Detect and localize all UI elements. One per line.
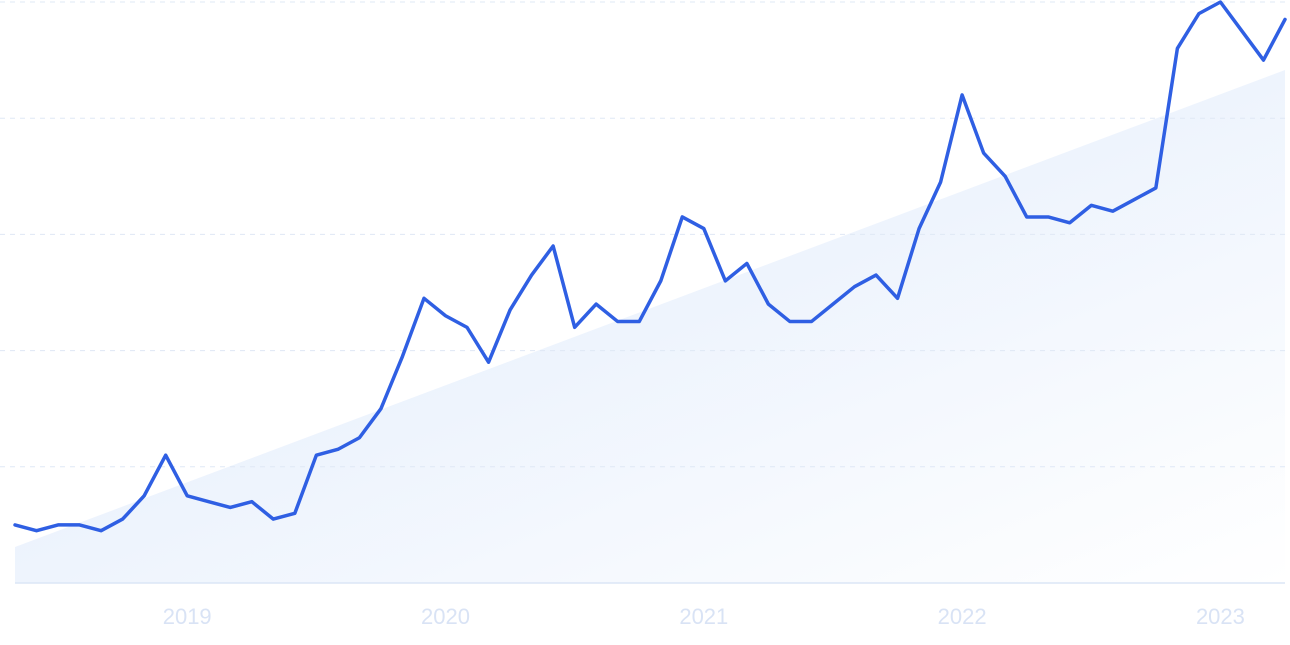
x-tick-label: 2021 bbox=[679, 604, 728, 629]
x-tick-label: 2023 bbox=[1196, 604, 1245, 629]
line bbox=[13, 0, 1287, 533]
x-tick-label: 2019 bbox=[163, 604, 212, 629]
trend-area bbox=[15, 70, 1285, 583]
x-tick-label: 2020 bbox=[421, 604, 470, 629]
x-tick-label: 2022 bbox=[938, 604, 987, 629]
